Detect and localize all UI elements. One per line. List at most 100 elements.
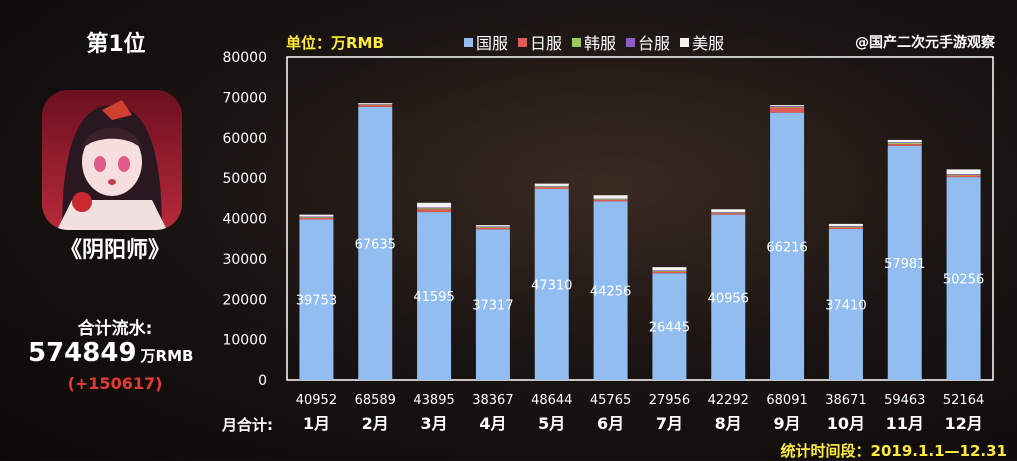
bar-3-12 xyxy=(946,174,981,176)
bar-2-1 xyxy=(299,217,334,220)
bar-1-4 xyxy=(475,229,510,380)
bar-1-1 xyxy=(299,219,334,380)
x-tick-label: 3月 xyxy=(421,414,448,433)
legend-item-us: 美服 xyxy=(680,30,724,54)
x-tick-label: 6月 xyxy=(597,414,624,433)
y-tick-label: 40000 xyxy=(222,212,267,228)
y-tick-label: 10000 xyxy=(222,333,267,349)
y-tick-label: 60000 xyxy=(222,131,267,147)
y-tick-label: 70000 xyxy=(222,90,267,106)
rank-title: 第1位 xyxy=(86,32,146,57)
legend-swatch-jp xyxy=(518,37,528,47)
bar-4-6 xyxy=(593,198,628,200)
x-tick-label: 12月 xyxy=(944,414,982,433)
bar-4-7 xyxy=(652,270,687,271)
x-tick-label: 8月 xyxy=(715,414,742,433)
bar-2-4 xyxy=(475,227,510,230)
y-tick-label: 50000 xyxy=(222,171,267,187)
bar-4-12 xyxy=(946,174,981,175)
bar-5-9 xyxy=(770,105,805,107)
bar-value-label: 39753 xyxy=(296,294,337,309)
bar-1-5 xyxy=(534,188,569,380)
x-tick-label: 5月 xyxy=(538,414,565,433)
month-total-label: 月合计: xyxy=(222,416,273,434)
legend-item-kr: 韩服 xyxy=(572,30,616,54)
bar-2-10 xyxy=(828,227,863,229)
bar-4-11 xyxy=(887,142,922,143)
bar-2-11 xyxy=(887,144,922,146)
bar-4-8 xyxy=(711,212,746,213)
bar-5-8 xyxy=(711,209,746,213)
bar-3-11 xyxy=(887,142,922,145)
legend-swatch-tw xyxy=(626,37,636,47)
legend-swatch-cn xyxy=(464,37,473,47)
legend-item-cn: 国服 xyxy=(464,30,508,54)
bar-value-label: 37317 xyxy=(472,299,513,314)
legend-label-us: 美服 xyxy=(692,34,725,53)
bar-5-4 xyxy=(475,225,510,227)
y-tick-label: 0 xyxy=(258,373,267,389)
bar-value-label: 57981 xyxy=(884,257,925,272)
legend-label-jp: 日服 xyxy=(530,34,563,53)
bar-2-6 xyxy=(593,199,628,202)
bar-value-label: 26445 xyxy=(649,321,690,336)
bar-value-label: 41595 xyxy=(413,290,454,305)
bar-value-label: 37410 xyxy=(825,298,866,313)
bar-1-12 xyxy=(946,177,981,380)
month-totals: 40952 68589 43895 38367 48644 45765 27956 42292… xyxy=(296,393,985,408)
bar-1-2 xyxy=(358,106,393,380)
month-total-value: 43895 xyxy=(413,393,454,408)
y-tick-label: 30000 xyxy=(222,252,267,268)
plot-border xyxy=(286,56,994,381)
bar-4-4 xyxy=(475,226,510,227)
legend-item-tw: 台服 xyxy=(626,30,670,54)
total-revenue-label: 合计流水: xyxy=(77,319,153,339)
onmyoji-game-icon xyxy=(42,90,182,230)
bar-value-label: 66216 xyxy=(766,240,807,255)
bar-3-9 xyxy=(770,106,805,108)
bar-2-8 xyxy=(711,213,746,215)
bar-5-2 xyxy=(358,103,393,104)
month-total-value: 38367 xyxy=(472,393,513,408)
month-total-value: 59463 xyxy=(884,393,925,408)
bar-4-10 xyxy=(828,226,863,227)
unit-label: 单位：万RMB xyxy=(286,34,384,52)
bar-5-5 xyxy=(534,183,569,187)
x-tick-label: 9月 xyxy=(774,414,801,433)
legend-item-jp: 日服 xyxy=(518,30,562,54)
bar-2-5 xyxy=(534,187,569,189)
bar-3-5 xyxy=(534,186,569,188)
x-tick-label: 4月 xyxy=(479,414,506,433)
bar-3-1 xyxy=(299,217,334,218)
bar-value-label: 67635 xyxy=(355,237,396,252)
y-tick-label: 20000 xyxy=(222,292,267,308)
bar-5-11 xyxy=(887,139,922,143)
bar-1-3 xyxy=(417,212,452,380)
watermark: @国产二次元手游观察 xyxy=(855,35,995,51)
bar-4-5 xyxy=(534,186,569,187)
x-tick-label: 10月 xyxy=(827,414,865,433)
total-revenue-unit: 万RMB xyxy=(140,347,194,365)
bar-value-label: 44256 xyxy=(590,285,631,300)
bar-3-8 xyxy=(711,212,746,214)
month-total-value: 68589 xyxy=(355,393,396,408)
game-name: 《阴阳师》 xyxy=(59,238,170,263)
chart-legend: 国服 日服 韩服 台服 美服 xyxy=(464,30,724,54)
bar-4-9 xyxy=(770,106,805,107)
bar-2-7 xyxy=(652,271,687,274)
legend-label-kr: 韩服 xyxy=(584,34,617,53)
x-tick-label: 11月 xyxy=(886,414,924,433)
bar-5-6 xyxy=(593,195,628,199)
month-total-value: 48644 xyxy=(531,393,572,408)
bar-5-1 xyxy=(299,214,334,217)
x-tick-label: 7月 xyxy=(656,414,683,433)
bar-3-10 xyxy=(828,226,863,228)
bar-4-2 xyxy=(358,103,393,105)
y-axis: 0 10000 20000 30000 40000 50000 60000 70000 8000… xyxy=(222,50,267,389)
bar-3-4 xyxy=(475,226,510,228)
bar-5-10 xyxy=(828,223,863,227)
bar-2-3 xyxy=(417,209,452,213)
x-axis: 1月 2月 3月 4月 5月 6月 7月 8月 9月 10月 11月 12月 xyxy=(303,414,983,433)
legend-label-tw: 台服 xyxy=(638,34,671,53)
